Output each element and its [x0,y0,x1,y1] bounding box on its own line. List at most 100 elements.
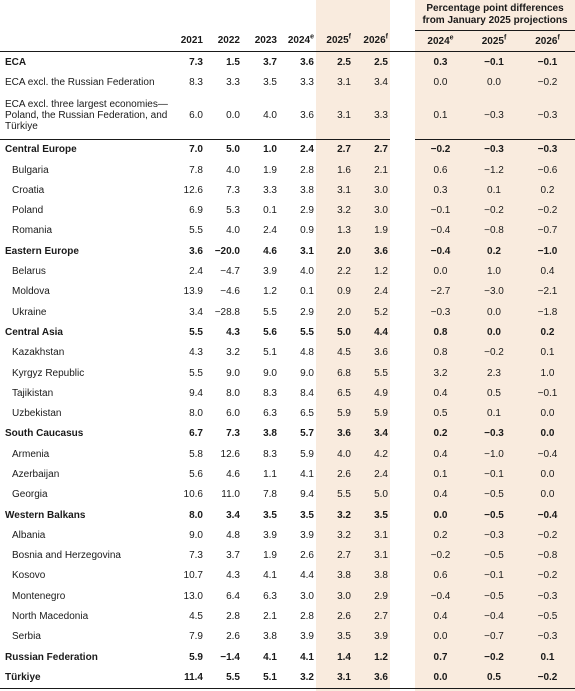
diff-value-2026: −0.7 [537,225,558,237]
table-row: Croatia 12.6 7.3 3.3 3.8 3.1 3.0 0.3 0.1 0.2 [0,180,575,201]
growth-value-2023: 3.9 [263,529,277,541]
growth-value-2023: 9.0 [263,367,277,379]
diff-header-2025-sup: f [503,34,507,42]
diff-header-2024-label: 2024 [427,35,450,47]
diff-value-2024: −2.7 [430,286,451,298]
diff-header-2026-sup: f [557,34,560,42]
growth-value-2024: 8.4 [300,387,314,399]
growth-value-2021: 5.5 [189,367,203,379]
diff-value-2026: −0.3 [537,590,558,602]
diff-header-2026-label: 2026 [535,35,558,47]
growth-value-2024: 3.6 [300,110,314,122]
growth-value-2022: 2.8 [226,611,240,623]
year-header-2026: 2026f [353,30,390,52]
diff-value-2026: −0.5 [537,611,558,623]
table-row: South Caucasus 6.7 7.3 3.8 5.7 3.6 3.4 0.2 −0.3 0… [0,423,575,445]
row-label: Serbia [12,631,41,643]
table-row: Ukraine 3.4 −28.8 5.5 2.9 2.0 5.2 −0.3 0.0 −1.8 [0,301,575,323]
table-row: Kyrgyz Republic 5.5 9.0 9.0 9.0 6.8 5.5 3.2 2.3 1… [0,362,575,384]
growth-value-2021: 13.9 [183,286,203,298]
growth-value-2023: 1.2 [263,286,277,298]
diff-value-2026: −0.3 [537,631,558,643]
growth-value-2025: 3.1 [337,110,351,122]
diff-value-2026: −0.4 [537,509,558,521]
growth-value-2021: 3.6 [189,245,203,257]
growth-value-2024: 2.8 [300,611,314,623]
year-header-2025-sup: f [348,33,351,41]
row-label: Kazakhstan [12,347,65,359]
diff-value-2025: −1.0 [484,448,504,460]
growth-value-2022: 4.0 [226,225,240,237]
growth-value-2023: 5.6 [263,326,277,338]
growth-value-2026: 2.9 [374,590,388,602]
growth-value-2024: 0.9 [300,225,314,237]
diff-value-2026: 0.0 [540,489,555,501]
growth-value-2024: 3.8 [300,184,314,196]
year-header-2026-label: 2026 [363,35,386,47]
diff-value-2024: 0.0 [433,76,448,88]
row-label: Georgia [12,489,48,501]
growth-value-2021: 11.4 [168,667,205,689]
table-row: Serbia 7.9 2.6 3.8 3.9 3.5 3.9 0.0 −0.7 −0.3 [0,626,575,648]
diff-value-2026: −0.3 [537,110,558,122]
row-label: ECA excl. three largest economies—Poland… [5,99,168,133]
growth-value-2023: 1.1 [263,468,277,480]
diff-header-2025-label: 2025 [481,35,504,47]
row-label: Kosovo [12,570,46,582]
row-label: Montenegro [12,590,66,602]
growth-value-2023: 3.9 [263,266,277,278]
table-body: ECA 7.3 1.5 3.7 3.6 2.5 2.5 0.3 −0.1 −0.1 ECA excl… [0,51,575,689]
projection-shade [316,0,390,691]
growth-value-2025: 3.1 [337,76,351,88]
diff-value-2025: −0.4 [484,611,504,623]
growth-value-2024: 4.4 [300,570,314,582]
diff-value-2025: 0.0 [487,306,501,318]
growth-value-2023: 5.5 [263,306,277,318]
diff-header-2026: 2026f [522,30,575,52]
diff-value-2025: −0.3 [484,428,504,440]
growth-value-2022: 6.0 [226,408,240,420]
table-row: Georgia 10.6 11.0 7.8 9.4 5.5 5.0 0.4 −0.5 0.0 [0,484,575,505]
growth-value-2021: 8.0 [189,509,203,521]
diff-value-2024: −0.4 [430,225,451,237]
growth-value-2023: 1.9 [263,164,277,176]
row-label: Türkiye [0,667,168,689]
growth-value-2025: 3.8 [337,570,351,582]
header-top-row: Percentage point differences from Januar… [0,0,575,31]
growth-value-2023: 2.1 [263,611,277,623]
table-row: Armenia 5.8 12.6 8.3 5.9 4.0 4.2 0.4 −1.0 −0.4 [0,444,575,465]
growth-value-2026: 5.0 [374,489,388,501]
growth-value-2025: 6.5 [337,387,351,399]
table-row: Eastern Europe 3.6 −20.0 4.6 3.1 2.0 3.6 −0.4 0.… [0,241,575,262]
row-label: Albania [12,529,46,541]
growth-value-2023: 3.8 [263,428,277,440]
year-header-2025: 2025f [316,30,353,52]
growth-value-2022: 3.3 [226,76,240,88]
table-row: Türkiye 11.4 5.5 5.1 3.2 3.1 3.6 0.0 0.5 −0.2 [0,667,575,689]
row-label: Western Balkans [5,509,86,521]
row-label: Tajikistan [12,387,54,399]
diff-value-2024: 0.4 [433,489,448,501]
diff-value-2026: −0.3 [522,138,575,160]
diff-header-2024-sup: e [449,34,454,42]
diff-header-2024: 2024e [415,30,468,52]
growth-value-2023: 8.3 [263,448,277,460]
growth-value-2025: 3.6 [337,428,351,440]
growth-value-2024: 4.8 [300,347,314,359]
growth-value-2025: 2.0 [337,306,351,318]
growth-value-2024: 3.0 [300,590,314,602]
growth-value-2023: 8.3 [263,387,277,399]
growth-value-2023: 5.1 [242,667,279,689]
growth-value-2024: 2.9 [300,205,314,217]
growth-value-2023: 1.0 [242,138,279,160]
growth-value-2022: 2.6 [226,631,240,643]
diff-value-2025: −3.0 [484,286,504,298]
row-label: Kyrgyz Republic [12,367,85,379]
growth-value-2026: 2.4 [374,468,388,480]
growth-value-2025: 3.5 [337,631,351,643]
diff-value-2025: −0.7 [484,631,504,643]
growth-value-2021: 5.5 [189,225,203,237]
year-header-2021: 2021 [168,30,205,52]
diff-value-2024: −0.3 [430,306,451,318]
